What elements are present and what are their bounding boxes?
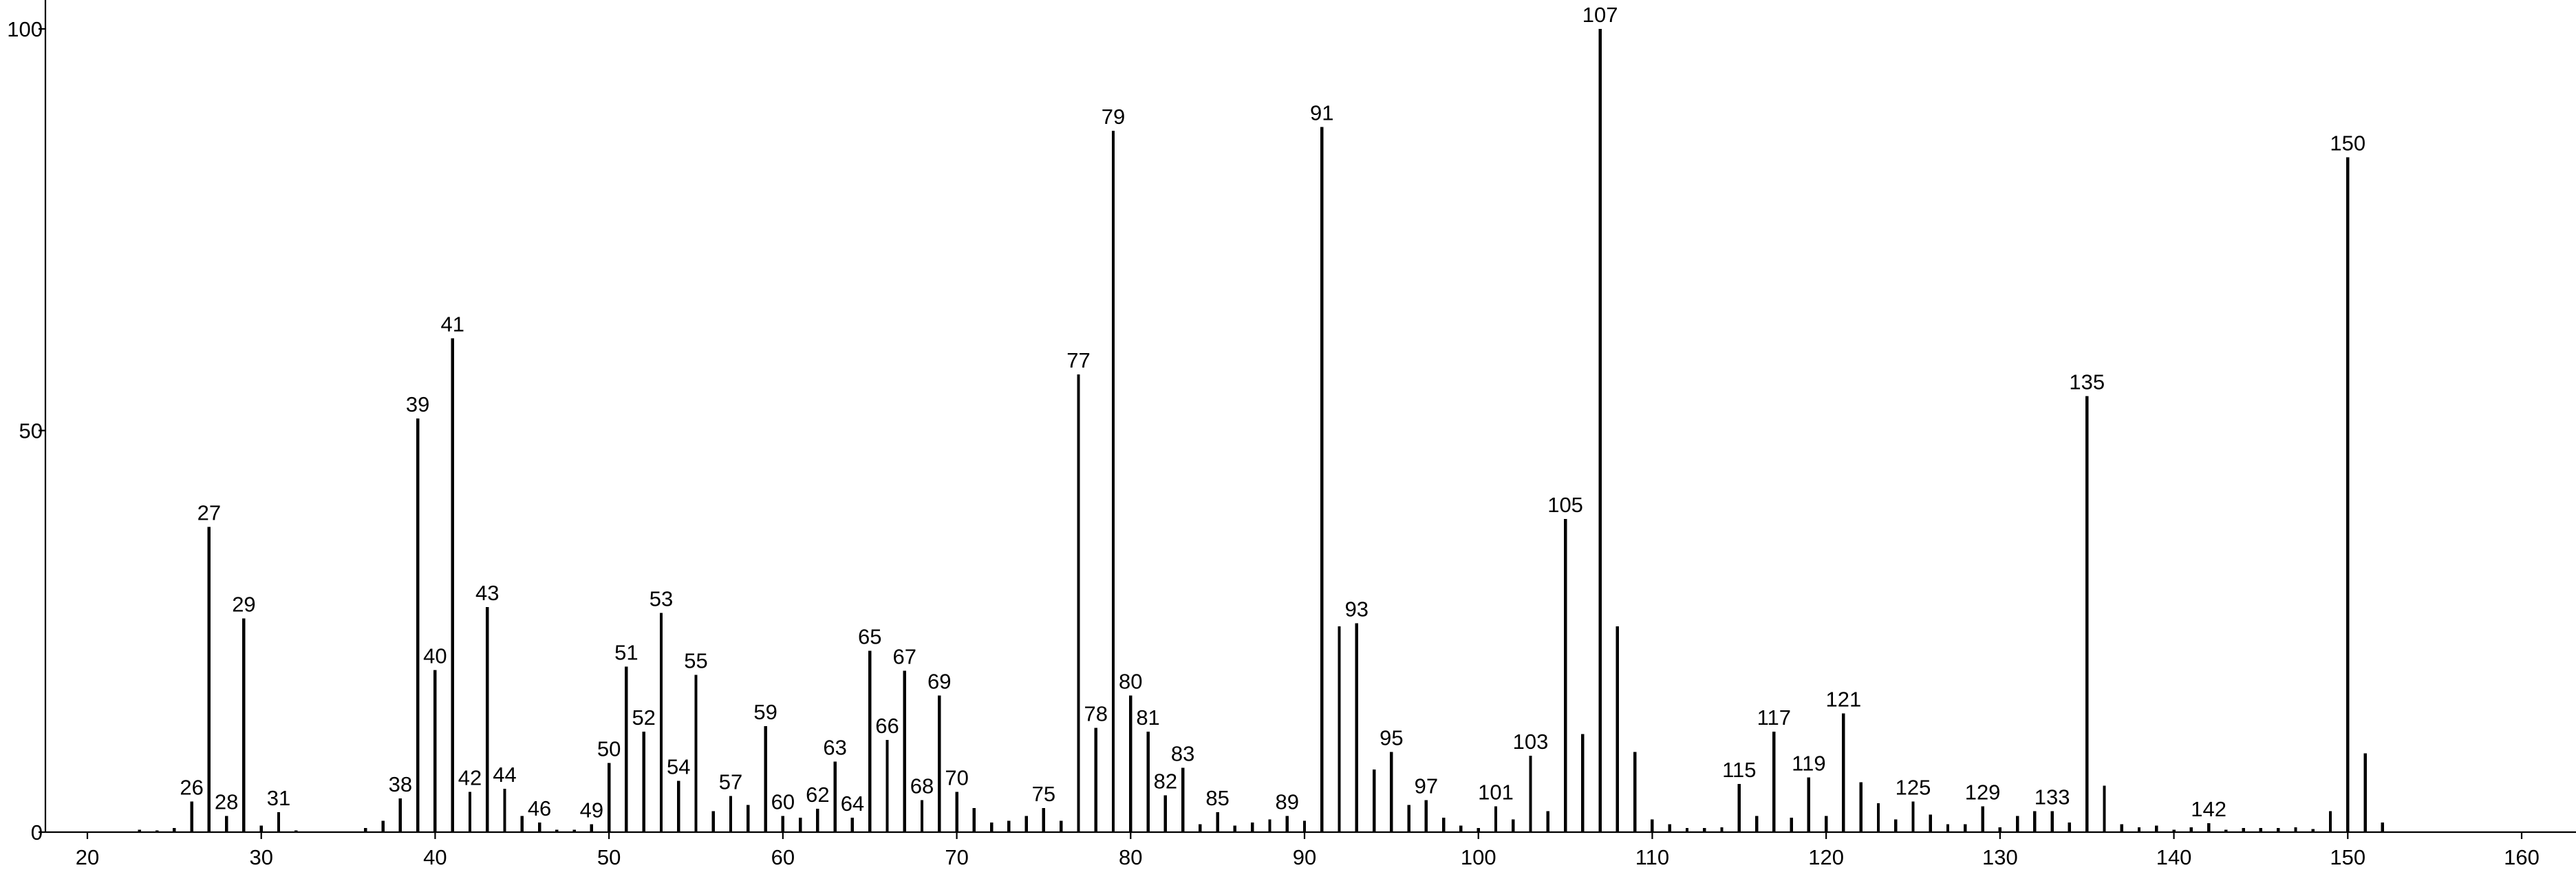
- peak-label: 142: [2191, 797, 2226, 821]
- peak-label: 26: [180, 776, 203, 800]
- peak-label: 89: [1275, 790, 1298, 814]
- peak-label: 79: [1102, 105, 1125, 129]
- peak-label: 80: [1119, 670, 1142, 694]
- peak-label: 38: [389, 772, 412, 796]
- peak-label: 43: [475, 581, 499, 605]
- peak-label: 59: [753, 700, 777, 724]
- peak-label: 103: [1513, 730, 1549, 754]
- peak-label: 27: [197, 501, 221, 525]
- x-tick-label: 150: [2330, 845, 2365, 869]
- peak-label: 83: [1171, 742, 1194, 766]
- peak-label: 77: [1066, 348, 1090, 372]
- peak-label: 51: [614, 641, 638, 665]
- peak-label: 55: [684, 648, 707, 672]
- peak-label: 57: [719, 770, 742, 794]
- y-axis-ticks: 0 50 100: [7, 17, 45, 845]
- peak-label: 60: [771, 790, 795, 814]
- peak-label: 70: [945, 766, 968, 790]
- x-tick-label: 120: [1808, 845, 1844, 869]
- x-tick-label: 160: [2504, 845, 2540, 869]
- peak-label: 75: [1032, 782, 1055, 806]
- peak-label: 117: [1757, 705, 1791, 730]
- peak-label: 46: [528, 796, 551, 820]
- peak-label: 67: [893, 644, 916, 668]
- peak-label: 93: [1345, 597, 1368, 622]
- peak-label: 85: [1205, 786, 1229, 810]
- peak-label: 62: [806, 783, 829, 807]
- x-axis-ticks: 20 30 40 50 60 70 80 90 100 110 120 130 140 150 160: [76, 832, 2540, 869]
- peak-label: 81: [1136, 705, 1159, 730]
- peak-label: 52: [632, 705, 655, 730]
- x-tick-label: 100: [1461, 845, 1496, 869]
- peak-label: 121: [1826, 687, 1862, 711]
- peak-label: 129: [1965, 781, 2001, 805]
- x-tick-label: 140: [2156, 845, 2192, 869]
- y-tick-label: 100: [7, 17, 43, 41]
- peak-label: 150: [2330, 131, 2365, 156]
- peak-label: 42: [458, 766, 482, 790]
- peak-label: 101: [1478, 781, 1514, 805]
- x-tick-label: 130: [1982, 845, 2018, 869]
- peak-label: 40: [423, 644, 447, 668]
- peak-bars: [138, 29, 2385, 832]
- peak-label: 115: [1722, 758, 1756, 782]
- peak-label: 29: [232, 593, 255, 617]
- peak-label: 39: [406, 392, 429, 416]
- peak-label: 66: [875, 714, 899, 738]
- x-tick-label: 20: [76, 845, 99, 869]
- peak-label: 54: [667, 754, 690, 778]
- peak-label: 125: [1896, 776, 1931, 800]
- peak-label: 63: [823, 735, 846, 759]
- peak-label: 69: [927, 670, 951, 694]
- peak-label: 68: [910, 774, 934, 798]
- peak-label: 82: [1154, 769, 1177, 793]
- peak-labels: 26 27 28 29 31 38 39 40 41 42 43 44 46 49 50 51 52 53 54 55…: [180, 3, 2365, 822]
- y-tick-label: 50: [19, 419, 43, 443]
- x-tick-label: 50: [597, 845, 621, 869]
- peak-label: 31: [267, 786, 290, 810]
- peak-label: 105: [1547, 493, 1583, 517]
- y-tick-label: 0: [31, 820, 43, 845]
- peak-label: 50: [597, 737, 621, 761]
- peak-label: 44: [493, 763, 516, 787]
- peak-label: 107: [1582, 3, 1618, 27]
- peak-label: 78: [1084, 701, 1108, 725]
- peak-label: 28: [215, 790, 238, 814]
- peak-label: 64: [841, 792, 864, 816]
- peak-label: 65: [858, 624, 881, 648]
- peak-label: 135: [2069, 370, 2105, 394]
- x-tick-label: 40: [423, 845, 447, 869]
- axes: [44, 0, 2576, 834]
- peak-label: 53: [650, 586, 673, 611]
- x-tick-label: 90: [1293, 845, 1316, 869]
- peak-label: 97: [1415, 774, 1438, 798]
- peak-label: 119: [1792, 752, 1825, 776]
- peak-label: 49: [580, 798, 603, 822]
- x-tick-label: 80: [1119, 845, 1142, 869]
- x-tick-label: 60: [771, 845, 795, 869]
- peak-label: 95: [1380, 725, 1403, 750]
- peak-label: 133: [2035, 785, 2070, 809]
- x-tick-label: 70: [945, 845, 968, 869]
- peak-label: 91: [1310, 100, 1333, 125]
- x-tick-label: 30: [249, 845, 272, 869]
- x-tick-label: 110: [1635, 845, 1669, 869]
- peak-label: 41: [440, 312, 464, 336]
